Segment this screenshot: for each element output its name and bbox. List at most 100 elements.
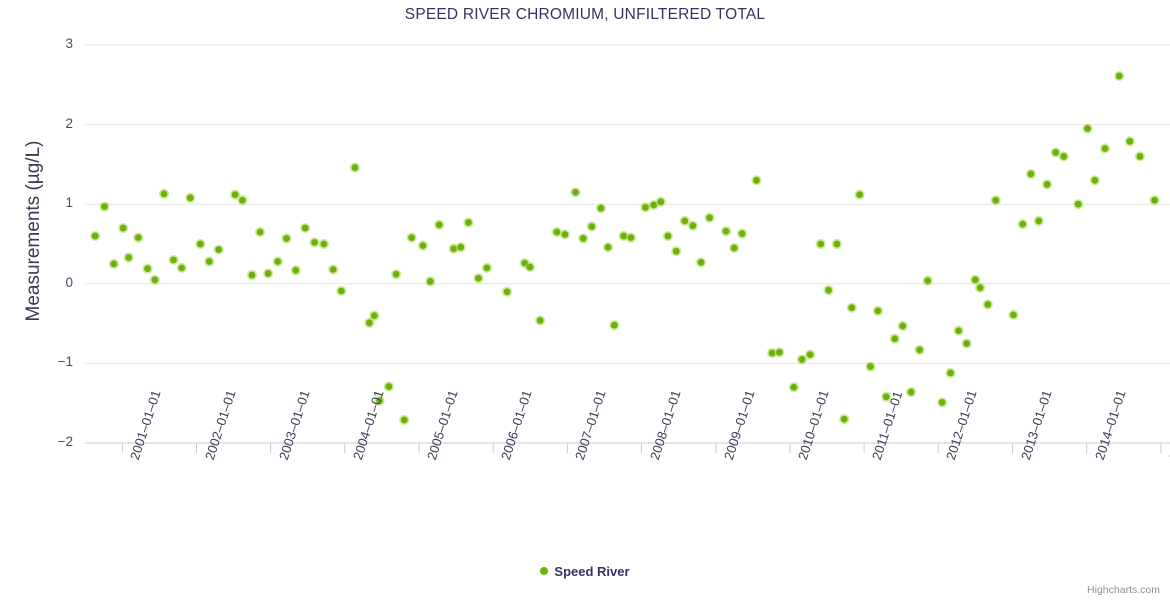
data-point[interactable] (450, 245, 458, 253)
data-point[interactable] (110, 260, 118, 268)
data-point[interactable] (1035, 217, 1043, 225)
data-point[interactable] (351, 164, 359, 171)
data-point[interactable] (955, 327, 962, 335)
data-point[interactable] (891, 335, 899, 343)
data-point[interactable] (992, 196, 1000, 204)
data-point[interactable] (753, 176, 760, 184)
data-point[interactable] (160, 190, 168, 198)
data-point[interactable] (1074, 200, 1082, 208)
data-point[interactable] (400, 416, 408, 424)
data-point[interactable] (91, 232, 99, 240)
data-point[interactable] (641, 203, 649, 211)
data-point[interactable] (553, 228, 561, 236)
data-point[interactable] (561, 231, 569, 238)
data-point[interactable] (1019, 220, 1027, 228)
data-point[interactable] (408, 234, 415, 242)
data-point[interactable] (1136, 153, 1144, 160)
data-point[interactable] (435, 221, 443, 229)
data-point[interactable] (1126, 137, 1134, 145)
data-point[interactable] (292, 266, 300, 274)
data-point[interactable] (697, 258, 705, 266)
data-point[interactable] (419, 242, 427, 249)
data-point[interactable] (301, 224, 309, 232)
data-point[interactable] (178, 264, 186, 272)
data-point[interactable] (790, 383, 798, 391)
data-point[interactable] (947, 369, 954, 377)
data-point[interactable] (1084, 125, 1091, 132)
data-point[interactable] (101, 203, 108, 210)
data-point[interactable] (274, 258, 282, 265)
data-point[interactable] (938, 399, 946, 406)
data-point[interactable] (798, 356, 806, 363)
data-point[interactable] (1043, 180, 1051, 188)
data-point[interactable] (526, 263, 534, 271)
data-point[interactable] (806, 351, 814, 359)
data-point[interactable] (125, 254, 133, 261)
data-point[interactable] (627, 234, 635, 242)
data-point[interactable] (144, 265, 151, 273)
data-point[interactable] (924, 277, 932, 285)
data-point[interactable] (426, 278, 434, 285)
data-point[interactable] (856, 191, 864, 199)
data-point[interactable] (650, 201, 658, 209)
data-point[interactable] (1060, 153, 1068, 160)
data-point[interactable] (1052, 149, 1060, 156)
data-point[interactable] (392, 270, 400, 278)
data-point[interactable] (672, 247, 680, 255)
data-point[interactable] (730, 244, 738, 252)
data-point[interactable] (370, 312, 378, 320)
data-point[interactable] (205, 258, 213, 265)
data-point[interactable] (874, 307, 882, 315)
data-point[interactable] (119, 224, 127, 232)
data-point[interactable] (239, 196, 246, 204)
data-point[interactable] (457, 243, 465, 251)
data-point[interactable] (984, 301, 992, 308)
data-point[interactable] (376, 397, 383, 405)
data-point[interactable] (320, 240, 328, 248)
data-point[interactable] (365, 319, 373, 327)
data-point[interactable] (475, 274, 482, 282)
data-point[interactable] (465, 219, 472, 226)
data-point[interactable] (385, 383, 393, 390)
data-point[interactable] (610, 321, 618, 329)
data-point[interactable] (689, 222, 697, 230)
data-point[interactable] (311, 239, 318, 246)
data-point[interactable] (681, 217, 689, 225)
data-point[interactable] (604, 243, 612, 251)
data-point[interactable] (620, 232, 628, 240)
data-point[interactable] (329, 266, 337, 273)
data-point[interactable] (572, 188, 579, 196)
data-point[interactable] (768, 349, 776, 357)
data-point[interactable] (1101, 145, 1109, 152)
data-point[interactable] (283, 235, 290, 242)
data-point[interactable] (134, 234, 142, 242)
data-point[interactable] (483, 264, 491, 272)
data-point[interactable] (657, 198, 665, 206)
data-point[interactable] (579, 235, 587, 242)
data-point[interactable] (840, 415, 848, 423)
data-point[interactable] (264, 270, 272, 277)
data-point[interactable] (337, 287, 345, 295)
data-point[interactable] (248, 271, 256, 279)
data-point[interactable] (215, 246, 223, 253)
data-point[interactable] (899, 322, 907, 330)
data-point[interactable] (738, 230, 746, 238)
data-point[interactable] (503, 288, 511, 296)
data-point[interactable] (971, 276, 979, 284)
data-point[interactable] (588, 223, 596, 230)
data-point[interactable] (963, 340, 971, 347)
data-point[interactable] (722, 227, 730, 235)
data-point[interactable] (256, 228, 264, 236)
data-point[interactable] (825, 286, 832, 294)
data-point[interactable] (706, 214, 713, 222)
data-point[interactable] (1010, 311, 1017, 319)
data-point[interactable] (1115, 72, 1123, 80)
data-point[interactable] (196, 240, 204, 248)
data-point[interactable] (916, 346, 923, 354)
data-point[interactable] (170, 256, 177, 264)
data-point[interactable] (151, 276, 159, 284)
data-point[interactable] (1151, 196, 1158, 204)
data-point[interactable] (867, 363, 874, 370)
data-point[interactable] (664, 232, 672, 240)
data-point[interactable] (186, 194, 194, 202)
